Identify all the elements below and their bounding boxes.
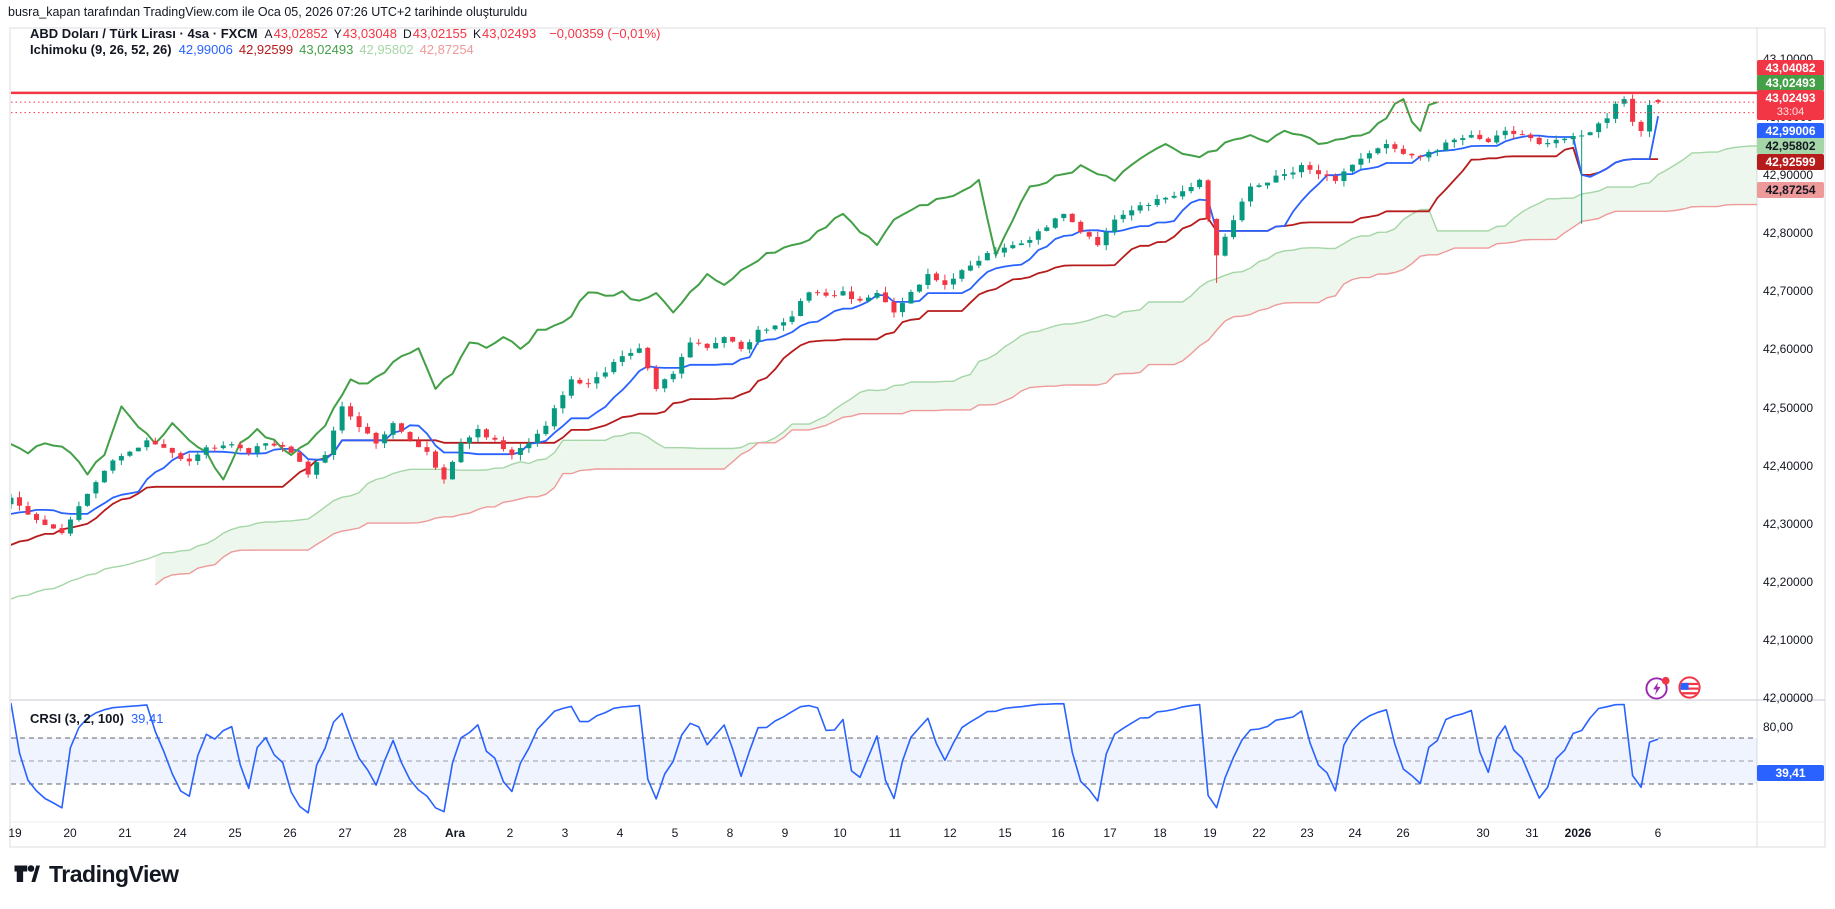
time-label: 26 xyxy=(283,826,297,840)
ohlc-pair: A43,02852 xyxy=(264,26,328,41)
time-label: 25 xyxy=(228,826,242,840)
price-tick: 42,70000 xyxy=(1763,284,1814,299)
price-tick: 42,00000 xyxy=(1763,691,1814,706)
time-label: 23 xyxy=(1300,826,1314,840)
price-tick: 42,60000 xyxy=(1763,342,1814,357)
ohlc-pair: K43,02493 xyxy=(472,26,537,41)
time-label: 24 xyxy=(1348,826,1362,840)
time-label: 19 xyxy=(1203,826,1217,840)
crsi-badge: 39,41 xyxy=(1757,765,1824,782)
ichimoku-title[interactable]: Ichimoku (9, 26, 52, 26) xyxy=(30,42,172,57)
flash-boost-icon[interactable] xyxy=(1644,674,1671,706)
time-label: 26 xyxy=(1396,826,1410,840)
time-label: 4 xyxy=(616,826,624,840)
ichimoku-values: 42,99006 42,92599 43,02493 42,95802 42,87254 xyxy=(179,42,480,57)
crsi-value: 39,41 xyxy=(130,711,164,726)
time-label: Ara xyxy=(444,826,466,840)
time-label: 11 xyxy=(888,826,902,840)
time-label: 30 xyxy=(1476,826,1490,840)
tradingview-logo[interactable]: TradingView xyxy=(13,861,179,888)
time-label: 10 xyxy=(833,826,847,840)
price-badge: 43,02493 xyxy=(1757,75,1824,91)
time-label: 21 xyxy=(118,826,132,840)
tradingview-logo-text: TradingView xyxy=(49,861,179,887)
indicator-value: 42,99006 xyxy=(178,42,233,57)
time-label: 15 xyxy=(998,826,1012,840)
price-badge: 43,04082 xyxy=(1757,60,1824,76)
price-tick: 42,20000 xyxy=(1763,575,1814,589)
price-badge: 43,02493 33:04 xyxy=(1757,90,1824,120)
crsi-title[interactable]: CRSI (3, 2, 100) xyxy=(30,711,124,726)
time-label: 8 xyxy=(726,826,734,840)
price-tick: 42,90000 xyxy=(1763,167,1814,182)
price-tick: 42,40000 xyxy=(1763,458,1814,473)
price-pane xyxy=(11,91,1757,600)
price-tick: 42,10000 xyxy=(1763,633,1814,648)
time-label: 3 xyxy=(561,826,569,840)
time-label: 12 xyxy=(943,826,957,840)
time-label: 18 xyxy=(1153,826,1167,840)
indicator-value: 42,95802 xyxy=(359,42,414,57)
time-label: 31 xyxy=(1525,826,1539,840)
price-tick: 42,80000 xyxy=(1763,226,1814,240)
price-tick: 42,50000 xyxy=(1763,400,1814,415)
ohlc-pair: Y43,03048 xyxy=(333,26,398,41)
us-flag-icon[interactable] xyxy=(1676,674,1703,706)
indicator-value: 42,87254 xyxy=(419,42,474,57)
price-badge: 42,92599 xyxy=(1757,154,1824,170)
ichimoku-legend[interactable]: Ichimoku (9, 26, 52, 26) 42,99006 42,9259… xyxy=(30,42,480,57)
time-label: 17 xyxy=(1103,826,1117,840)
time-label: 5 xyxy=(671,826,679,840)
time-label: 27 xyxy=(338,826,352,840)
symbol-title[interactable]: ABD Doları / Türk Lirası · 4sa · FXCM xyxy=(30,26,258,41)
ohlc-values: A43,02852 Y43,03048 D43,02155 K43,02493 xyxy=(265,26,543,41)
time-label: 24 xyxy=(173,826,187,840)
crsi-legend[interactable]: CRSI (3, 2, 100) 39,41 xyxy=(30,711,163,726)
crsi-tick: 80,00 xyxy=(1763,719,1794,734)
price-badge: 42,95802 xyxy=(1757,138,1824,154)
price-tick: 42,30000 xyxy=(1763,516,1814,531)
time-label: 20 xyxy=(63,826,77,840)
time-label: 22 xyxy=(1252,826,1266,840)
tradingview-logo-glyph xyxy=(14,865,40,882)
time-label: 19 xyxy=(8,826,22,840)
indicator-value: 43,02493 xyxy=(299,42,354,57)
price-badge: 42,87254 xyxy=(1757,182,1824,198)
crsi-pane xyxy=(11,702,1757,814)
time-label: 2026 xyxy=(1564,826,1592,840)
change-value: −0,00359 (−0,01%) xyxy=(549,26,661,41)
price-badge: 42,99006 xyxy=(1757,123,1824,139)
time-label: 16 xyxy=(1051,826,1065,840)
symbol-legend[interactable]: ABD Doları / Türk Lirası · 4sa · FXCM A4… xyxy=(30,26,661,41)
ohlc-pair: D43,02155 xyxy=(403,26,467,41)
time-label: 6 xyxy=(1654,826,1662,840)
time-label: 9 xyxy=(781,826,789,840)
time-label: 2 xyxy=(506,826,514,840)
attribution-text: busra_kapan tarafından TradingView.com i… xyxy=(8,5,528,19)
indicator-value: 42,92599 xyxy=(238,42,294,57)
time-label: 28 xyxy=(393,826,407,840)
